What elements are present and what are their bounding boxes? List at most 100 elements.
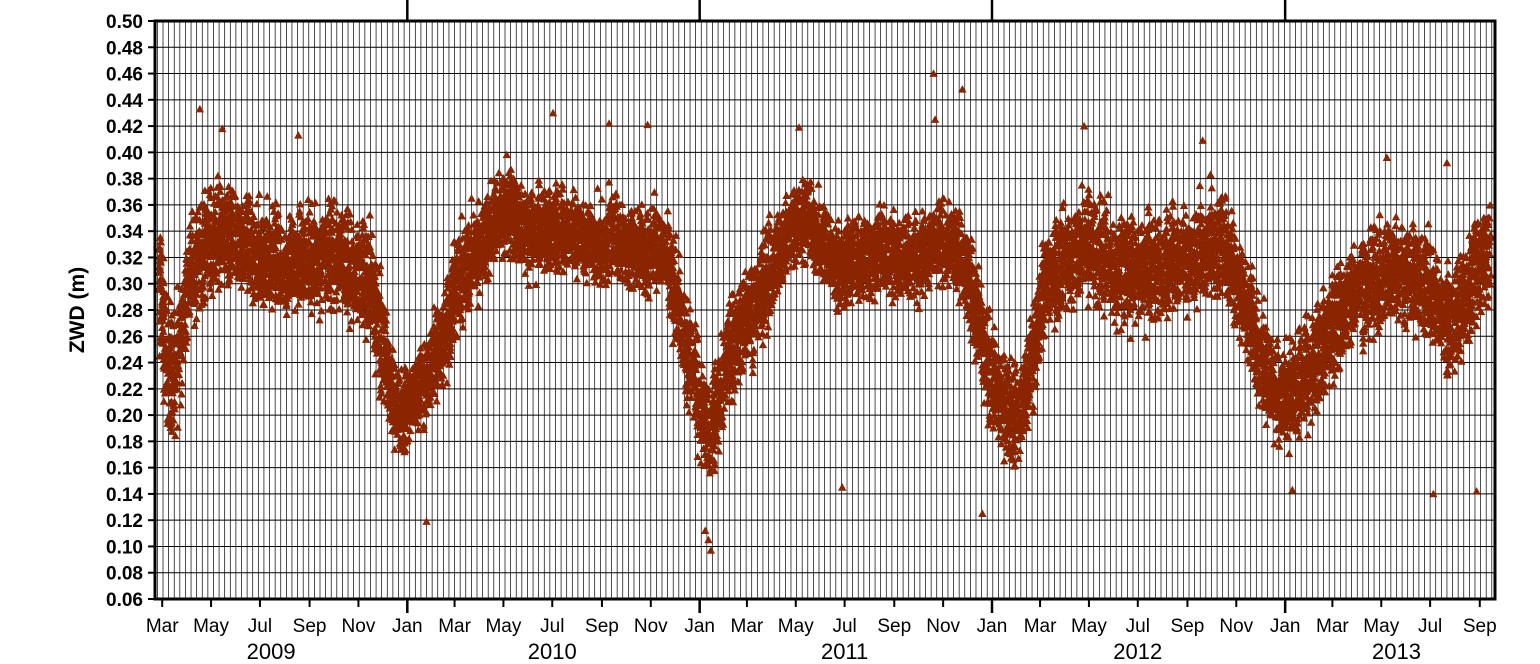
data-point bbox=[447, 288, 456, 296]
data-point bbox=[449, 274, 458, 282]
data-point bbox=[218, 213, 228, 221]
data-point bbox=[310, 255, 319, 264]
data-point bbox=[284, 247, 293, 256]
data-point bbox=[353, 315, 362, 324]
data-point bbox=[391, 404, 400, 413]
data-point bbox=[490, 202, 499, 210]
data-point bbox=[416, 395, 425, 403]
data-point bbox=[212, 235, 221, 243]
data-point bbox=[276, 289, 286, 297]
data-point bbox=[502, 178, 511, 186]
data-point bbox=[284, 268, 294, 277]
data-point bbox=[470, 244, 479, 252]
data-point bbox=[457, 267, 467, 276]
data-point bbox=[509, 174, 518, 183]
data-point bbox=[317, 270, 326, 279]
data-point bbox=[284, 274, 294, 282]
data-point bbox=[377, 324, 386, 333]
data-point bbox=[300, 268, 309, 277]
data-point bbox=[537, 190, 547, 199]
data-point bbox=[342, 307, 352, 316]
data-point bbox=[213, 171, 223, 180]
data-point bbox=[349, 293, 358, 302]
data-point bbox=[267, 304, 277, 313]
data-point bbox=[304, 262, 313, 271]
data-point bbox=[506, 165, 516, 173]
data-point bbox=[242, 205, 252, 214]
data-point bbox=[221, 200, 230, 208]
data-point bbox=[169, 415, 178, 424]
data-point bbox=[504, 205, 513, 214]
data-point bbox=[317, 306, 326, 315]
data-point bbox=[214, 285, 223, 293]
data-point bbox=[211, 242, 220, 251]
data-point bbox=[317, 295, 326, 304]
data-point bbox=[520, 269, 530, 277]
data-point bbox=[190, 321, 199, 330]
data-point bbox=[528, 190, 537, 199]
data-point bbox=[156, 237, 166, 246]
data-point bbox=[426, 328, 435, 337]
data-point bbox=[173, 339, 182, 348]
data-point bbox=[400, 401, 409, 410]
data-point bbox=[316, 283, 326, 292]
data-point bbox=[210, 226, 219, 235]
data-point bbox=[235, 214, 245, 223]
data-point bbox=[194, 264, 203, 272]
data-point bbox=[349, 243, 359, 252]
data-point bbox=[203, 212, 212, 221]
data-point bbox=[400, 447, 409, 456]
data-point bbox=[474, 197, 483, 205]
data-point bbox=[418, 403, 428, 411]
data-point bbox=[301, 249, 310, 258]
data-point bbox=[327, 285, 336, 294]
data-point bbox=[530, 203, 539, 212]
data-point bbox=[424, 351, 434, 360]
data-point bbox=[414, 410, 424, 419]
data-point bbox=[179, 304, 189, 312]
data-point bbox=[441, 338, 450, 346]
data-point bbox=[195, 240, 204, 249]
data-point bbox=[544, 244, 553, 252]
data-point bbox=[179, 355, 188, 364]
data-point bbox=[520, 189, 530, 198]
data-point bbox=[502, 150, 511, 159]
data-point bbox=[358, 320, 367, 329]
data-point bbox=[333, 283, 343, 292]
data-point bbox=[226, 197, 235, 205]
data-point bbox=[466, 275, 475, 284]
data-point bbox=[211, 217, 220, 226]
data-point bbox=[374, 342, 384, 351]
data-point bbox=[177, 389, 186, 398]
data-point bbox=[325, 209, 334, 217]
data-point bbox=[226, 233, 236, 242]
data-point bbox=[406, 426, 415, 435]
data-point bbox=[458, 322, 468, 331]
data-point bbox=[374, 289, 383, 297]
data-point bbox=[366, 277, 376, 285]
data-point bbox=[416, 344, 425, 352]
data-point bbox=[361, 335, 371, 343]
data-point bbox=[345, 261, 354, 270]
data-point bbox=[393, 370, 403, 378]
data-point bbox=[161, 387, 170, 396]
data-point bbox=[487, 206, 497, 214]
data-point bbox=[162, 378, 171, 387]
data-point bbox=[224, 276, 234, 285]
data-point bbox=[364, 320, 373, 329]
data-point bbox=[448, 335, 458, 343]
data-point bbox=[463, 302, 472, 311]
data-point bbox=[685, 304, 695, 313]
data-point bbox=[202, 248, 212, 256]
data-point bbox=[287, 278, 296, 287]
data-point bbox=[327, 228, 337, 236]
data-point bbox=[295, 207, 304, 215]
data-point bbox=[448, 317, 457, 325]
data-point bbox=[461, 252, 471, 261]
data-point bbox=[341, 244, 351, 253]
data-point bbox=[546, 224, 556, 233]
data-point bbox=[465, 287, 474, 296]
data-point bbox=[572, 274, 582, 283]
data-point bbox=[377, 311, 386, 320]
data-point bbox=[252, 273, 261, 282]
